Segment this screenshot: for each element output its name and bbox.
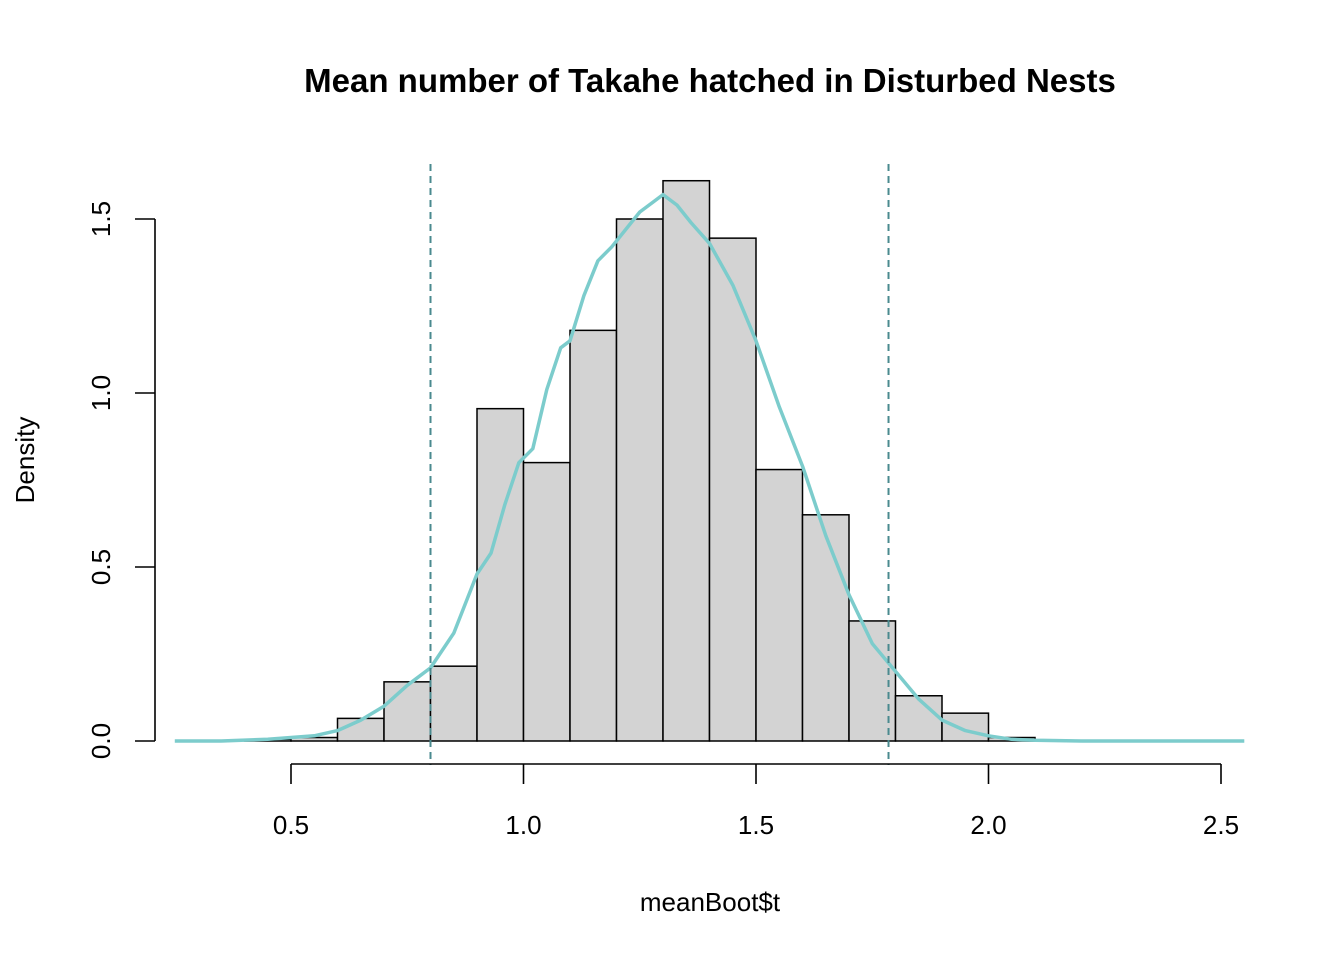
histogram-bar (662, 179, 711, 742)
x-tick-label: 2.0 (970, 810, 1006, 840)
histogram-bar (708, 237, 757, 742)
histogram-bar (615, 218, 664, 742)
histogram-bar (522, 461, 571, 742)
histogram-bar (569, 329, 618, 742)
histogram-bar (755, 468, 804, 742)
x-tick-label: 1.5 (738, 810, 774, 840)
y-axis-label: Density (10, 417, 40, 504)
histogram-bar (383, 681, 432, 742)
histogram-bar (894, 695, 943, 742)
x-tick-label: 0.5 (273, 810, 309, 840)
histogram-bars (243, 179, 1036, 742)
histogram-bar (476, 407, 525, 742)
y-tick-label: 1.0 (86, 375, 116, 411)
histogram-bar (801, 514, 850, 742)
x-axis-label: meanBoot$t (640, 887, 781, 917)
y-tick-label: 0.5 (86, 549, 116, 585)
density-curve (174, 192, 1245, 743)
chart-title: Mean number of Takahe hatched in Disturb… (304, 62, 1116, 99)
density-curve-layer (174, 192, 1245, 743)
y-tick-label: 1.5 (86, 201, 116, 237)
x-tick-label: 2.5 (1203, 810, 1239, 840)
histogram-bar (941, 712, 990, 742)
confidence-interval-lines (429, 164, 890, 765)
y-axis: 0.0 0.5 1.0 1.5 (86, 201, 156, 759)
x-axis: 0.5 1.0 1.5 2.0 2.5 (273, 763, 1239, 840)
x-tick-label: 1.0 (505, 810, 541, 840)
histogram-bar (429, 665, 478, 742)
y-tick-label: 0.0 (86, 723, 116, 759)
